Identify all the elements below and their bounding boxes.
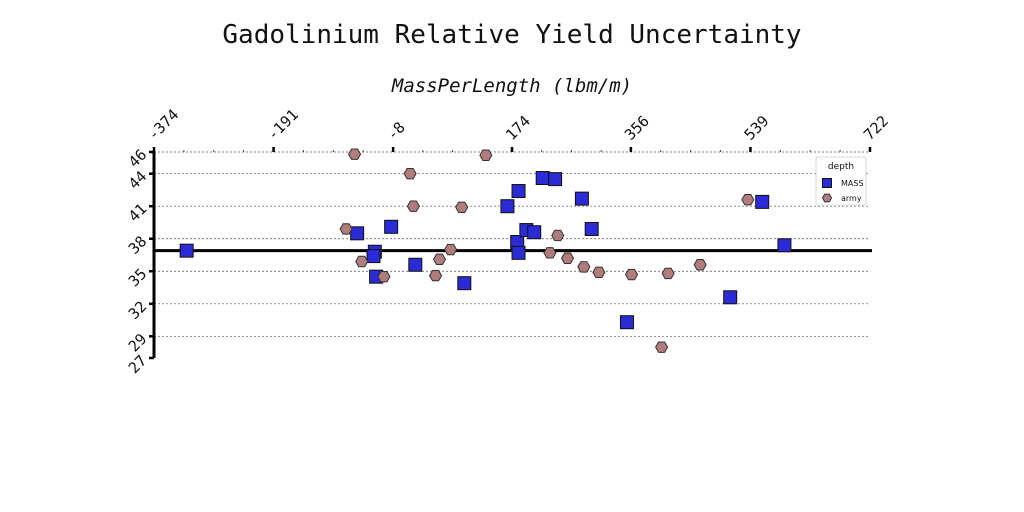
mass-point <box>723 290 738 305</box>
mass-point <box>511 245 526 260</box>
y-tick-label: 41 <box>125 200 151 226</box>
mass-point <box>619 315 634 330</box>
legend: depth MASS army <box>815 156 867 206</box>
y-tick-label: 29 <box>125 330 151 356</box>
mass-point <box>511 184 526 199</box>
mass-point <box>179 243 194 258</box>
chart-title: Gadolinium Relative Yield Uncertainty <box>222 20 801 50</box>
mass-point <box>777 238 792 253</box>
x-tick-label: 174 <box>502 112 534 144</box>
y-tick-label: 32 <box>125 297 151 323</box>
data-points <box>179 148 792 353</box>
army-point <box>339 223 353 235</box>
legend-label: MASS <box>841 179 864 188</box>
y-tick-label: 44 <box>125 167 151 193</box>
x-tick-label: -191 <box>264 106 302 144</box>
army-point <box>347 148 362 160</box>
mass-point <box>366 249 381 264</box>
x-tick-label: 722 <box>860 112 892 144</box>
army-point <box>377 270 391 283</box>
legend-marker <box>821 193 833 203</box>
x-tick-label: -8 <box>383 118 409 144</box>
mass-point <box>350 226 365 241</box>
mass-point <box>500 199 515 214</box>
legend-box <box>815 156 867 206</box>
y-tick-label: 46 <box>125 146 151 172</box>
legend-marker <box>822 178 832 188</box>
mass-point <box>384 219 399 234</box>
army-point <box>624 268 639 281</box>
army-point <box>543 247 557 259</box>
y-tick-label: 38 <box>125 232 151 258</box>
mass-point <box>535 171 550 186</box>
x-axis-ticks: -374 -191 -8 174 356 539 722 <box>144 106 892 152</box>
army-point <box>577 261 591 273</box>
mass-point <box>527 225 542 240</box>
y-tick-label: 27 <box>125 352 151 378</box>
army-point <box>403 167 417 180</box>
x-tick-label: 356 <box>621 112 653 144</box>
army-point <box>455 201 469 213</box>
mass-point <box>408 257 423 272</box>
mass-point <box>584 221 599 236</box>
legend-title: depth <box>828 162 854 172</box>
army-point <box>551 229 565 242</box>
army-point <box>432 253 447 266</box>
army-point <box>428 269 443 282</box>
y-tick-label: 35 <box>125 265 151 291</box>
army-point <box>444 243 458 256</box>
legend-label: army <box>841 194 862 203</box>
mass-point <box>548 172 563 187</box>
army-point <box>693 259 707 271</box>
army-point <box>655 341 669 353</box>
army-point <box>592 266 606 279</box>
mass-point <box>755 194 770 209</box>
army-point <box>355 255 369 268</box>
x-axis-label: MassPerLength (lbm/m) <box>391 75 632 97</box>
army-point <box>406 200 420 212</box>
x-tick-label: 539 <box>741 112 773 144</box>
mass-point <box>457 276 472 291</box>
x-tick-label: -374 <box>144 106 182 144</box>
army-point <box>560 252 575 264</box>
army-point <box>741 194 755 206</box>
army-point <box>661 267 675 280</box>
mass-point <box>574 191 589 206</box>
army-point <box>479 149 493 161</box>
